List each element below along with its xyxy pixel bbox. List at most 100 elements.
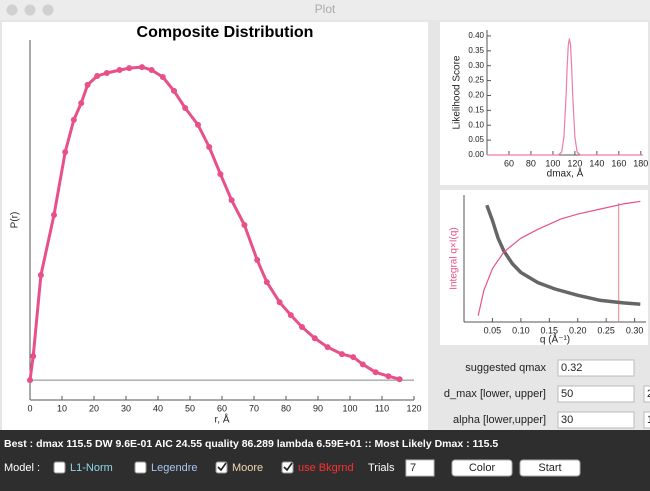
point bbox=[372, 369, 379, 376]
button-label: Start bbox=[538, 462, 561, 474]
y-axis-label: Integral q×I(q) bbox=[449, 227, 460, 290]
point bbox=[254, 256, 261, 263]
y-tick-label: 0.10 bbox=[468, 120, 484, 129]
point bbox=[139, 64, 145, 71]
series-line bbox=[485, 204, 641, 306]
likelihood-panel bbox=[440, 22, 648, 185]
zoom-button[interactable] bbox=[42, 4, 54, 16]
point bbox=[51, 212, 57, 219]
y-tick-label: 0.05 bbox=[468, 135, 484, 144]
x-tick-label: 160 bbox=[611, 158, 626, 168]
checkbox-label: L1-Norm bbox=[70, 462, 113, 474]
x-tick-label: 40 bbox=[153, 403, 163, 413]
point bbox=[30, 353, 37, 360]
trials-label: Trials bbox=[368, 462, 395, 474]
checkbox[interactable] bbox=[53, 461, 66, 474]
point bbox=[159, 73, 166, 80]
x-tick-label: 90 bbox=[313, 403, 323, 413]
x-tick-label: 60 bbox=[217, 403, 227, 413]
window-title: Plot bbox=[315, 2, 336, 16]
trials-field[interactable] bbox=[405, 459, 435, 477]
point bbox=[182, 105, 189, 112]
x-tick-label: 30 bbox=[121, 403, 131, 413]
x-axis-label: dmax, Å bbox=[547, 167, 584, 180]
point bbox=[311, 335, 318, 342]
y-tick-label: 0.15 bbox=[468, 105, 484, 114]
series-line bbox=[477, 200, 641, 316]
x-axis-label: q (Å⁻¹) bbox=[540, 333, 570, 346]
x-tick-label: 120 bbox=[406, 403, 421, 413]
y-tick-label: 0.25 bbox=[468, 76, 484, 85]
y-tick-label: 0.40 bbox=[468, 31, 484, 40]
x-tick-label: 10 bbox=[57, 403, 67, 413]
y-axis-label: P(r) bbox=[10, 212, 21, 229]
checkbox-label: use Bkgrnd bbox=[298, 462, 354, 474]
title-bar bbox=[0, 0, 650, 20]
checkbox[interactable] bbox=[134, 461, 147, 474]
y-axis-label: Likelihood Score bbox=[452, 55, 463, 129]
button[interactable] bbox=[519, 459, 581, 477]
text-field[interactable] bbox=[557, 385, 635, 403]
close-button[interactable] bbox=[6, 4, 18, 16]
x-tick-label: 60 bbox=[504, 158, 514, 168]
form-label: d_max [lower, upper] bbox=[444, 388, 546, 400]
x-tick-label: 100 bbox=[342, 403, 357, 413]
field-value: 200 bbox=[647, 388, 650, 400]
point bbox=[84, 81, 91, 88]
x-tick-label: 110 bbox=[375, 403, 389, 413]
y-tick-label: 0.35 bbox=[468, 46, 484, 55]
minimize-button[interactable] bbox=[24, 4, 36, 16]
field-value: 50 bbox=[561, 388, 573, 400]
point bbox=[126, 65, 133, 72]
model-label: Model : bbox=[4, 462, 40, 474]
y-tick-label: 0.00 bbox=[468, 150, 484, 159]
x-tick-label: 120 bbox=[567, 158, 582, 168]
point bbox=[27, 377, 33, 384]
y-tick-label: 0.20 bbox=[468, 91, 484, 100]
field-value: 30 bbox=[561, 414, 573, 426]
text-field[interactable] bbox=[557, 359, 635, 377]
x-tick-label: 0.30 bbox=[626, 325, 644, 335]
text-field[interactable] bbox=[557, 411, 635, 429]
button[interactable] bbox=[451, 459, 513, 477]
point bbox=[78, 100, 85, 107]
form-label: alpha [lower,upper] bbox=[453, 414, 546, 426]
point bbox=[263, 279, 270, 286]
main-panel bbox=[2, 22, 428, 430]
x-tick-label: 20 bbox=[89, 403, 99, 413]
point bbox=[241, 221, 248, 228]
point bbox=[359, 361, 366, 368]
status-text: Best : dmax 115.5 DW 9.6E-01 AIC 24.55 q… bbox=[4, 438, 498, 450]
x-tick-label: 0.10 bbox=[512, 325, 530, 335]
y-tick-label: 0.30 bbox=[468, 61, 484, 70]
point bbox=[70, 116, 77, 123]
check-mark bbox=[217, 462, 227, 472]
point bbox=[94, 73, 101, 79]
point bbox=[339, 351, 345, 358]
point bbox=[228, 197, 235, 204]
text-field[interactable] bbox=[643, 411, 650, 429]
form-label: suggested qmax bbox=[465, 362, 546, 374]
point bbox=[385, 373, 392, 380]
button-label: Color bbox=[469, 462, 496, 474]
point bbox=[396, 376, 403, 383]
point bbox=[287, 312, 294, 319]
chart-title: Composite Distribution bbox=[137, 24, 314, 41]
field-value: 103 bbox=[647, 414, 650, 426]
point bbox=[37, 272, 44, 279]
checkbox-label: Moore bbox=[232, 462, 263, 474]
x-tick-label: 100 bbox=[545, 158, 560, 168]
x-tick-label: 140 bbox=[589, 158, 604, 168]
series-line bbox=[487, 38, 643, 156]
point bbox=[217, 171, 224, 178]
x-tick-label: 180 bbox=[633, 158, 648, 168]
point bbox=[171, 87, 177, 94]
x-tick-label: 80 bbox=[281, 403, 291, 413]
point bbox=[62, 148, 69, 155]
x-tick-label: 0 bbox=[27, 403, 32, 413]
text-field[interactable] bbox=[643, 385, 650, 403]
x-tick-label: 0.25 bbox=[597, 325, 615, 335]
point bbox=[350, 354, 357, 361]
